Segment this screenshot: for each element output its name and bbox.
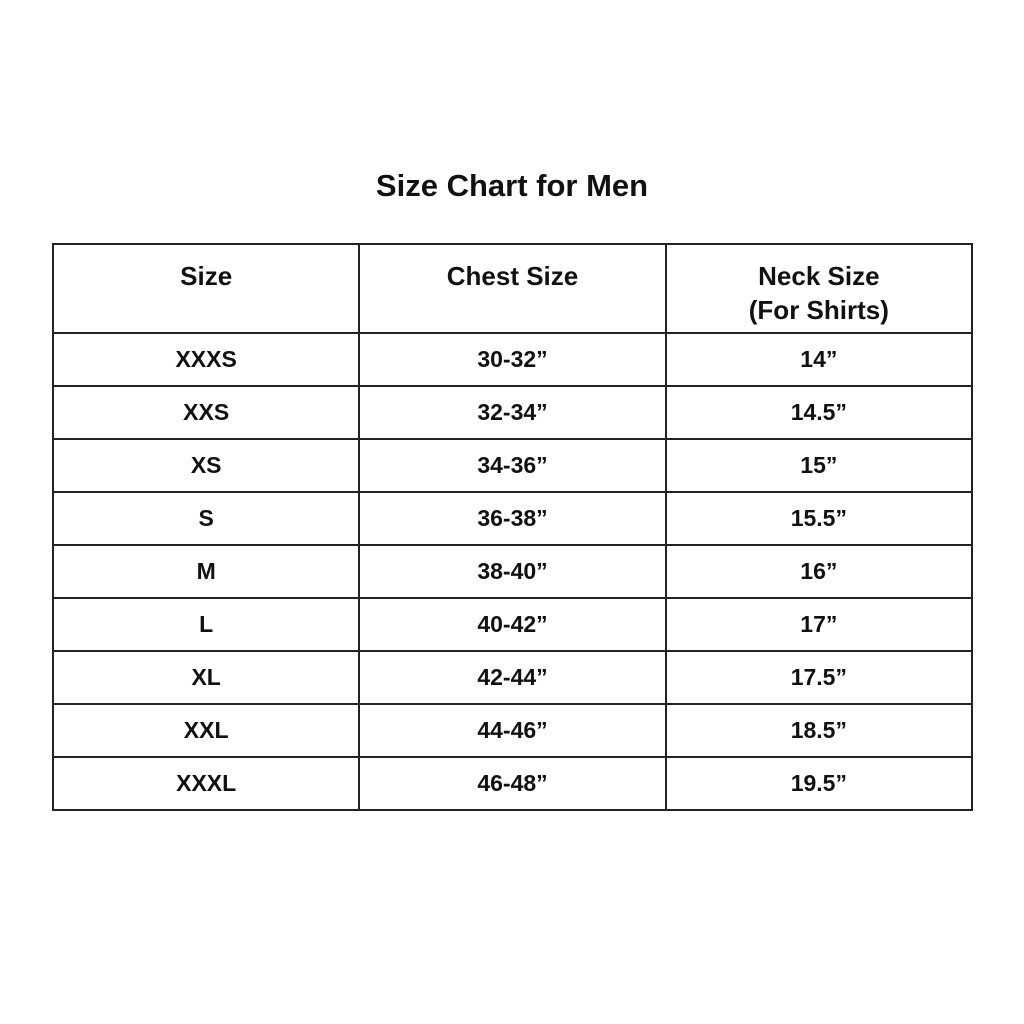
chest-size-cell: 32-34”: [358, 385, 667, 440]
chest-size-cell: 30-32”: [358, 332, 667, 387]
neck-size-cell: 17”: [664, 597, 974, 652]
header-label: Neck Size: [758, 261, 880, 291]
header-label: Size: [180, 261, 233, 291]
size-cell: XS: [51, 438, 361, 493]
table-row: XS 34-36” 15”: [51, 438, 974, 493]
table-row: XXL 44-46” 18.5”: [51, 703, 974, 758]
neck-size-cell: 15.5”: [664, 491, 974, 546]
chest-size-cell: 44-46”: [358, 703, 667, 758]
page-title: Size Chart for Men: [375, 168, 649, 203]
neck-size-cell: 16”: [664, 544, 974, 599]
size-cell: XXXL: [51, 756, 361, 811]
header-sublabel: (For Shirts): [748, 295, 889, 325]
size-cell: XXL: [51, 703, 361, 758]
table-row: M 38-40” 16”: [51, 544, 974, 599]
table-row: XXS 32-34” 14.5”: [51, 385, 974, 440]
neck-size-cell: 17.5”: [664, 650, 974, 705]
header-row: Size Chest Size Neck Size (For Shirts): [51, 243, 974, 334]
chest-size-cell: 38-40”: [358, 544, 667, 599]
size-cell: XL: [51, 650, 361, 705]
header-neck-size: Neck Size (For Shirts): [664, 243, 974, 334]
size-cell: L: [51, 597, 361, 652]
table-row: XXXL 46-48” 19.5”: [51, 756, 974, 811]
size-cell: S: [51, 491, 361, 546]
chest-size-cell: 36-38”: [358, 491, 667, 546]
chest-size-cell: 40-42”: [358, 597, 667, 652]
table-row: L 40-42” 17”: [51, 597, 974, 652]
neck-size-cell: 19.5”: [664, 756, 974, 811]
header-chest-size: Chest Size: [358, 243, 667, 334]
neck-size-cell: 14.5”: [664, 385, 974, 440]
chest-size-cell: 46-48”: [358, 756, 667, 811]
neck-size-cell: 15”: [664, 438, 974, 493]
size-cell: XXS: [51, 385, 361, 440]
chest-size-cell: 42-44”: [358, 650, 667, 705]
header-size: Size: [51, 243, 361, 334]
chest-size-cell: 34-36”: [358, 438, 667, 493]
table-row: XXXS 30-32” 14”: [51, 332, 974, 387]
size-cell: XXXS: [51, 332, 361, 387]
size-cell: M: [51, 544, 361, 599]
table-row: XL 42-44” 17.5”: [51, 650, 974, 705]
table-row: S 36-38” 15.5”: [51, 491, 974, 546]
header-label: Chest Size: [446, 261, 579, 291]
neck-size-cell: 18.5”: [664, 703, 974, 758]
neck-size-cell: 14”: [664, 332, 974, 387]
size-chart-table: Size Chest Size Neck Size (For Shirts) XX…: [51, 243, 974, 811]
